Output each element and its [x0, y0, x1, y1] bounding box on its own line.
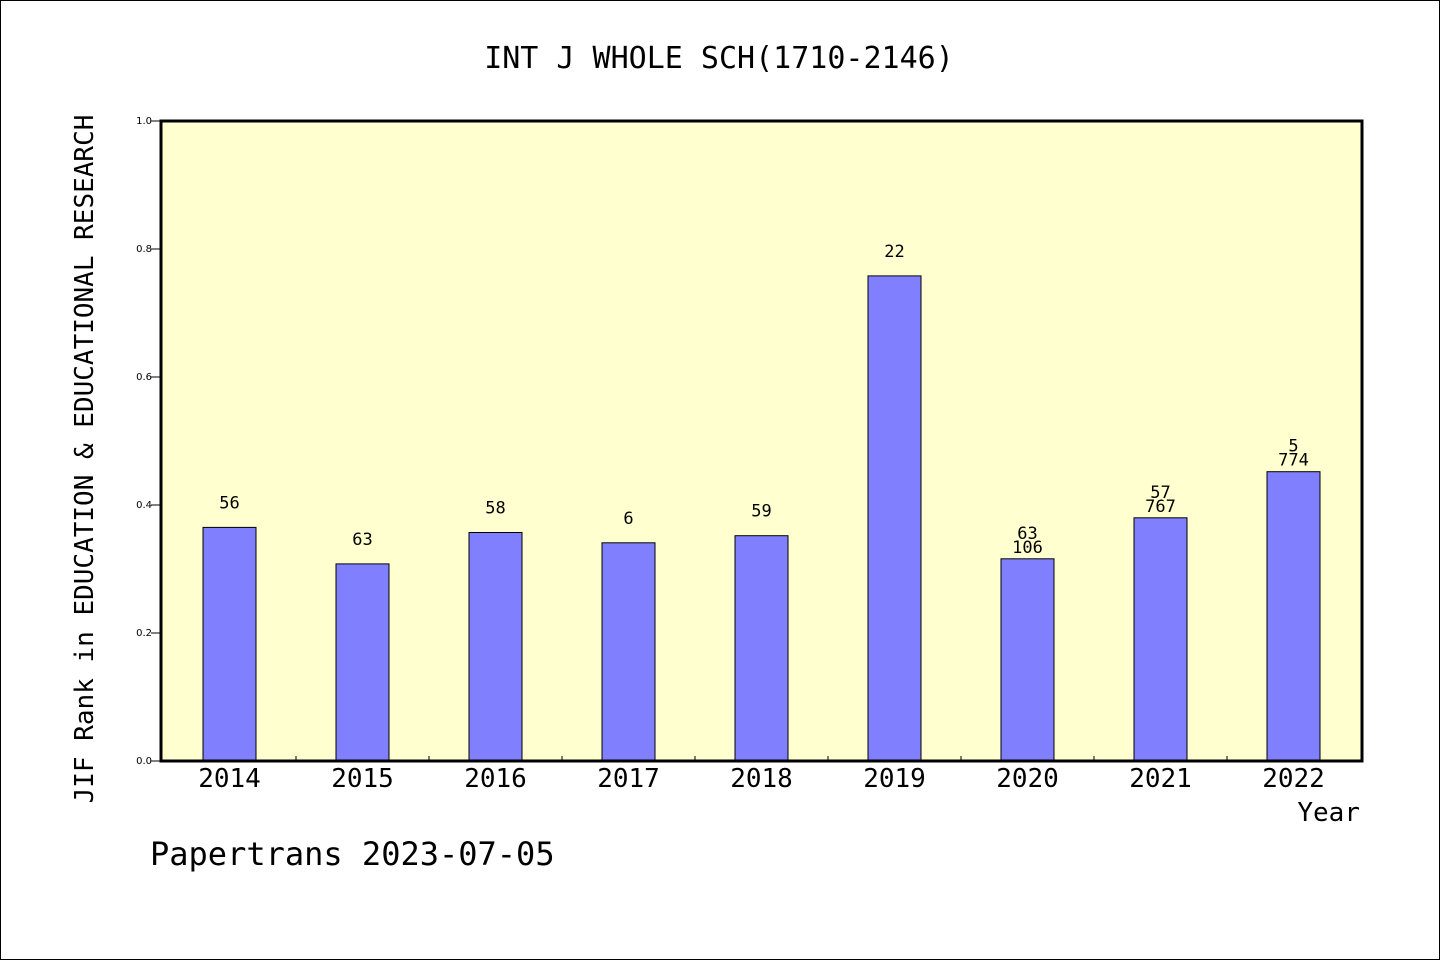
- bar-label-rank-2020: 63: [1017, 524, 1037, 544]
- bar-2016: [468, 532, 523, 762]
- x-tick-label-2015: 2015: [331, 764, 394, 794]
- y-tick-label: 0.6: [136, 372, 152, 383]
- bar-label-total-2020: 106: [1012, 538, 1043, 558]
- chart-title: INT J WHOLE SCH(1710-2146): [484, 41, 954, 76]
- y-axis-label: JIF Rank in EDUCATION & EDUCATIONAL RESE…: [70, 115, 100, 804]
- bar-label-rank-2014: 56: [219, 493, 239, 513]
- x-tick-label-2020: 2020: [996, 764, 1059, 794]
- x-axis-label: Year: [1297, 798, 1360, 828]
- plot-border: [159, 119, 1364, 763]
- x-ticks-group: 2014 2015 2016 2017 2018 2019 2020 2021 2022: [198, 756, 1325, 794]
- y-tick-label: 1.0: [136, 116, 152, 127]
- bar-2021: [1133, 517, 1188, 762]
- bar-label-rank-2015: 63: [352, 530, 372, 550]
- bars-group: [202, 275, 1321, 762]
- bar-2017: [601, 542, 656, 762]
- x-tick-label-2014: 2014: [198, 764, 261, 794]
- x-tick-label-2017: 2017: [597, 764, 660, 794]
- x-tick-label-2018: 2018: [730, 764, 793, 794]
- bar-label-rank-2018: 59: [751, 502, 771, 522]
- bar-label-total-2022: 774: [1278, 451, 1309, 471]
- bar-2019: [867, 275, 922, 762]
- bar-2020: [1000, 558, 1055, 762]
- bar-label-rank-2021: 57: [1150, 483, 1170, 503]
- footer-credit: Papertrans 2023-07-05: [150, 835, 555, 873]
- bar-label-rank-2019: 22: [884, 242, 904, 262]
- y-tick-label: 0.8: [136, 244, 152, 255]
- x-tick-label-2022: 2022: [1262, 764, 1325, 794]
- bar-label-total-2021: 767: [1145, 497, 1176, 517]
- y-tick-label: 0.2: [136, 628, 152, 639]
- bar-2015: [335, 563, 390, 762]
- bar-label-rank-2022: 5: [1288, 437, 1298, 457]
- x-tick-label-2019: 2019: [863, 764, 926, 794]
- y-tick-label: 0.4: [136, 500, 152, 511]
- bar-2014: [202, 526, 257, 762]
- x-tick-label-2021: 2021: [1129, 764, 1192, 794]
- bar-2018: [734, 535, 789, 762]
- bar-2022: [1266, 471, 1321, 762]
- bar-label-rank-2017: 6: [623, 509, 633, 529]
- x-tick-label-2016: 2016: [464, 764, 527, 794]
- bar-label-rank-2016: 58: [485, 499, 505, 519]
- y-ticks-group: 0.0 0.2 0.4 0.6 0.8 1.0: [136, 116, 161, 767]
- y-tick-label: 0.0: [136, 756, 152, 767]
